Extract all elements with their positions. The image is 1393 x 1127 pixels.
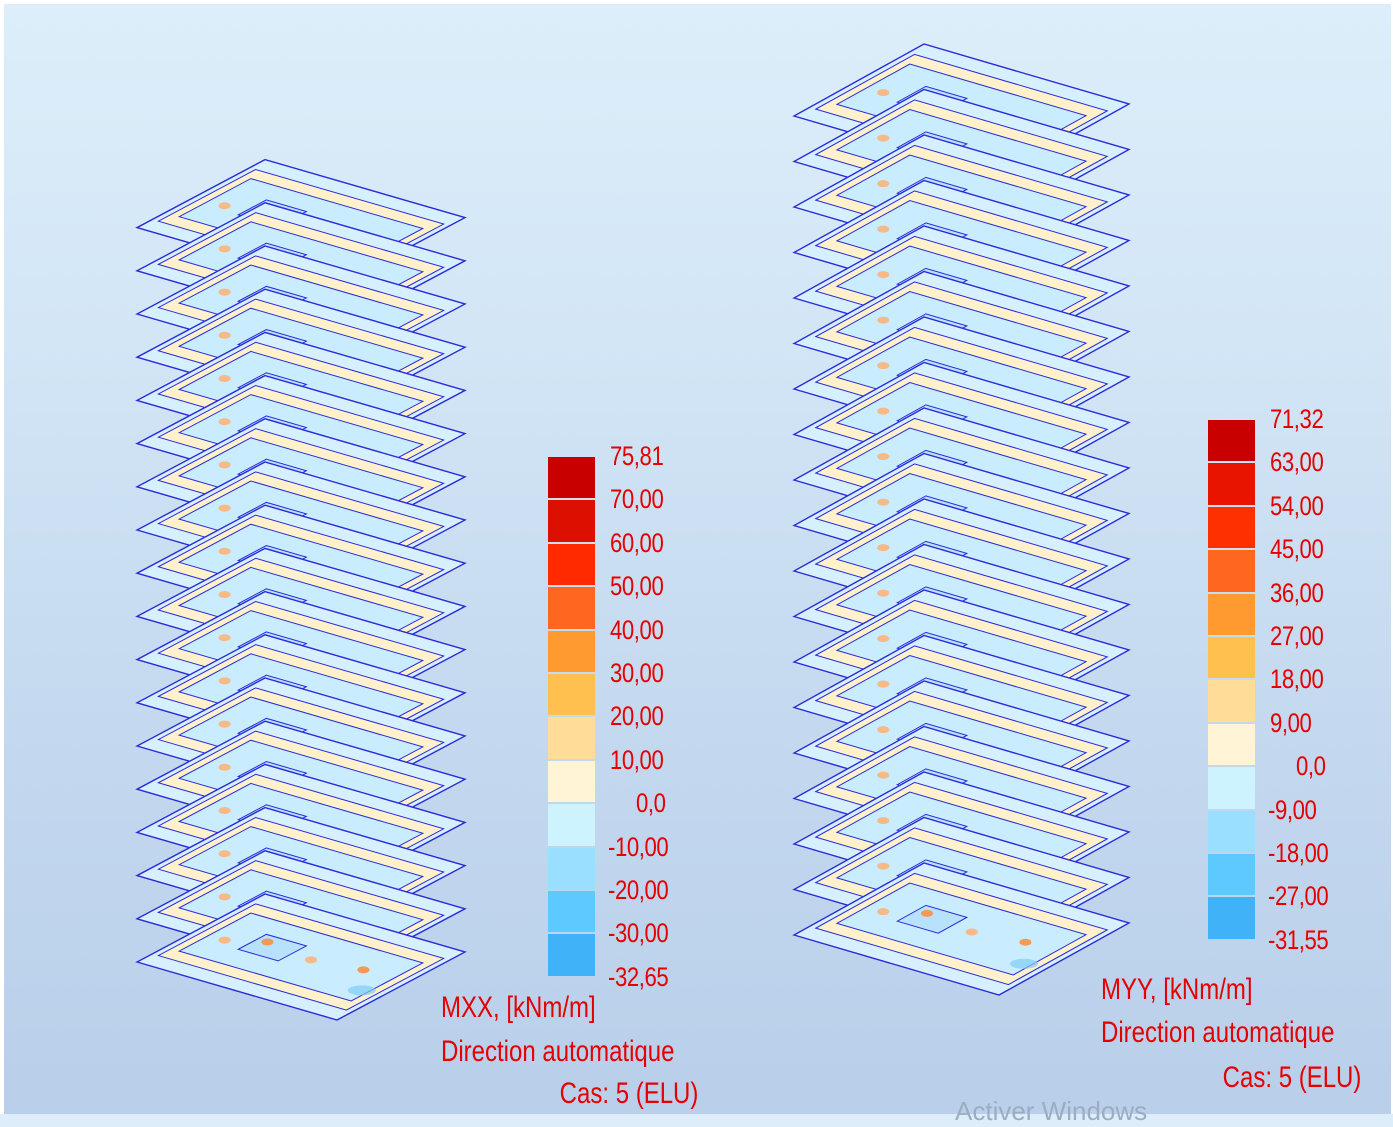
legend-swatch xyxy=(1208,680,1255,722)
legend-tick-label: 18,00 xyxy=(1270,664,1324,695)
legend-tick-label: -27,00 xyxy=(1268,881,1329,912)
legend-tick-label: 50,00 xyxy=(610,571,664,602)
mxx-direction-label: Direction automatique xyxy=(441,1035,675,1068)
legend-tick-label: 71,32 xyxy=(1270,404,1324,434)
legend-swatch xyxy=(548,717,595,759)
frame-left xyxy=(0,0,4,1114)
frame-top xyxy=(0,0,1393,4)
legend-swatch xyxy=(1208,550,1255,592)
legend-tick-label: -30,00 xyxy=(608,918,669,949)
legend-swatch xyxy=(1208,767,1255,809)
legend-swatch xyxy=(548,674,595,716)
legend-tick-label: -32,65 xyxy=(608,961,669,992)
mxx-quantity-label: MXX, [kNm/m] xyxy=(441,991,596,1024)
legend-swatch xyxy=(548,847,595,889)
legend-tick-label: 9,00 xyxy=(1270,707,1312,738)
legend-swatch xyxy=(1208,897,1255,939)
mxx-case-label: Cas: 5 (ELU) xyxy=(559,1077,698,1110)
legend-tick-label: 75,81 xyxy=(610,441,664,471)
legend-swatch xyxy=(1208,637,1255,679)
legend-tick-label: 27,00 xyxy=(1270,621,1324,651)
legend-swatch xyxy=(1208,723,1255,766)
legend-swatch xyxy=(548,934,595,976)
legend-swatch xyxy=(548,804,595,846)
legend-swatch xyxy=(548,457,595,499)
myy-direction-label: Direction automatique xyxy=(1101,1016,1335,1049)
legend-swatch xyxy=(1208,810,1255,852)
legend-swatch xyxy=(1208,463,1255,505)
myy-quantity-label: MYY, [kNm/m] xyxy=(1101,973,1253,1006)
legend-tick-label: 0,0 xyxy=(636,788,666,819)
legend-swatch xyxy=(548,587,595,629)
legend-tick-label: 0,0 xyxy=(1296,751,1326,782)
mxx-building-model xyxy=(135,158,467,1021)
legend-tick-label: 63,00 xyxy=(1270,447,1324,478)
myy-viewport[interactable]: 71,32 63,00 54,00 45,00 36,00 27,00 18,00 9,00 0… xyxy=(732,0,1391,1114)
legend-swatch xyxy=(1208,854,1255,896)
floor-slab xyxy=(135,893,467,1021)
legend-tick-label: -31,55 xyxy=(1268,924,1329,955)
legend-swatch xyxy=(1208,506,1255,549)
legend-tick-label: 10,00 xyxy=(610,744,664,775)
floor-slab xyxy=(792,862,1131,996)
legend-swatch xyxy=(1208,420,1255,462)
legend-tick-label: 20,00 xyxy=(610,701,664,732)
legend-tick-label: 60,00 xyxy=(610,527,664,558)
legend-swatch xyxy=(548,630,595,672)
legend-tick-label: 30,00 xyxy=(610,658,664,688)
legend-tick-label: 40,00 xyxy=(610,614,664,645)
activation-watermark: Activer Windows xyxy=(955,1096,1148,1126)
myy-building-model xyxy=(792,43,1131,996)
legend-tick-label: -9,00 xyxy=(1268,794,1317,825)
legend-tick-label: -20,00 xyxy=(608,875,669,905)
legend-tick-label: 54,00 xyxy=(1270,490,1324,521)
legend-swatch xyxy=(548,891,595,933)
legend-tick-label: 45,00 xyxy=(1270,534,1324,565)
legend-tick-label: -10,00 xyxy=(608,831,669,862)
legend-swatch xyxy=(548,760,595,803)
legend-tick-label: -18,00 xyxy=(1268,838,1329,868)
legend-swatch xyxy=(548,500,595,542)
legend-tick-label: 70,00 xyxy=(610,484,664,515)
myy-case-label: Cas: 5 (ELU) xyxy=(1222,1061,1361,1094)
mxx-viewport[interactable]: 75,81 70,00 60,00 50,00 40,00 30,00 20,00 10,00… xyxy=(4,0,732,1114)
legend-swatch xyxy=(1208,593,1255,635)
legend-swatch xyxy=(548,543,595,586)
frame-right xyxy=(1391,0,1393,1114)
legend-tick-label: 36,00 xyxy=(1270,577,1324,608)
